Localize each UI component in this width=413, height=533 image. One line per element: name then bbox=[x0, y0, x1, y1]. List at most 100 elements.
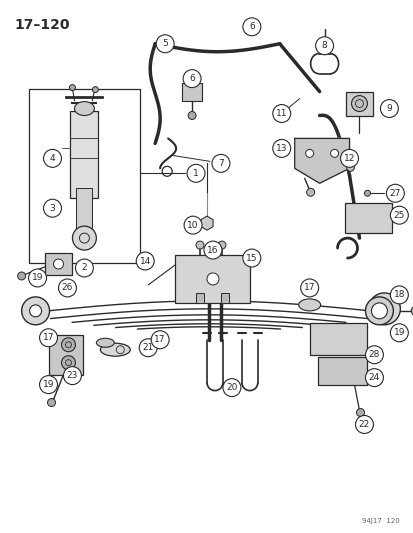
Circle shape bbox=[300, 279, 318, 297]
Circle shape bbox=[272, 140, 290, 157]
Bar bbox=[70, 110, 98, 198]
Circle shape bbox=[211, 155, 229, 172]
Text: 11: 11 bbox=[275, 109, 287, 118]
Bar bbox=[182, 83, 202, 101]
Circle shape bbox=[187, 164, 204, 182]
Ellipse shape bbox=[74, 102, 94, 116]
Polygon shape bbox=[294, 139, 349, 183]
Text: 6: 6 bbox=[248, 22, 254, 31]
Circle shape bbox=[356, 408, 363, 416]
Text: 21: 21 bbox=[142, 343, 154, 352]
Circle shape bbox=[330, 149, 338, 157]
Text: 19: 19 bbox=[43, 380, 54, 389]
Bar bbox=[344, 203, 392, 233]
Circle shape bbox=[242, 18, 260, 36]
Circle shape bbox=[53, 259, 63, 269]
Text: 27: 27 bbox=[389, 189, 400, 198]
Text: 24: 24 bbox=[368, 373, 379, 382]
Bar bbox=[309, 323, 367, 354]
Circle shape bbox=[69, 85, 75, 91]
Text: 22: 22 bbox=[358, 420, 369, 429]
Text: 94J17  120: 94J17 120 bbox=[361, 518, 399, 524]
Text: 6: 6 bbox=[189, 74, 195, 83]
Circle shape bbox=[380, 100, 397, 117]
Text: 16: 16 bbox=[207, 246, 218, 255]
Text: 9: 9 bbox=[386, 104, 391, 113]
Bar bbox=[28, 88, 140, 263]
Text: 19: 19 bbox=[393, 328, 404, 337]
Circle shape bbox=[204, 241, 221, 259]
Text: 12: 12 bbox=[343, 154, 354, 163]
Circle shape bbox=[40, 376, 57, 393]
Ellipse shape bbox=[100, 343, 130, 356]
Text: 23: 23 bbox=[66, 371, 78, 380]
Circle shape bbox=[151, 331, 169, 349]
Bar bbox=[48, 335, 83, 375]
Bar bbox=[221, 293, 228, 303]
Circle shape bbox=[389, 324, 407, 342]
Text: 18: 18 bbox=[393, 290, 404, 300]
Circle shape bbox=[29, 305, 41, 317]
Text: 3: 3 bbox=[50, 204, 55, 213]
Circle shape bbox=[223, 378, 240, 397]
Circle shape bbox=[389, 286, 407, 304]
Text: 7: 7 bbox=[218, 159, 223, 168]
Circle shape bbox=[355, 416, 373, 433]
Text: 20: 20 bbox=[225, 383, 237, 392]
Bar bbox=[175, 255, 249, 303]
Circle shape bbox=[206, 273, 218, 285]
Circle shape bbox=[377, 302, 390, 316]
Ellipse shape bbox=[96, 338, 114, 347]
Text: 4: 4 bbox=[50, 154, 55, 163]
Circle shape bbox=[365, 346, 382, 364]
Circle shape bbox=[92, 86, 98, 93]
Circle shape bbox=[58, 279, 76, 297]
Circle shape bbox=[370, 303, 387, 319]
Circle shape bbox=[139, 339, 157, 357]
Circle shape bbox=[340, 149, 358, 167]
Circle shape bbox=[21, 297, 50, 325]
Text: 13: 13 bbox=[275, 144, 287, 153]
Circle shape bbox=[75, 259, 93, 277]
Text: 26: 26 bbox=[62, 284, 73, 293]
Bar bbox=[196, 293, 204, 303]
Circle shape bbox=[62, 338, 75, 352]
Text: 19: 19 bbox=[32, 273, 43, 282]
Text: 17: 17 bbox=[154, 335, 166, 344]
Circle shape bbox=[18, 272, 26, 280]
Text: 1: 1 bbox=[193, 169, 198, 178]
Circle shape bbox=[368, 293, 399, 325]
Circle shape bbox=[306, 188, 314, 196]
Text: 17: 17 bbox=[43, 333, 54, 342]
Circle shape bbox=[196, 241, 204, 249]
Ellipse shape bbox=[298, 299, 320, 311]
Bar bbox=[345, 92, 373, 116]
Text: 15: 15 bbox=[245, 254, 257, 263]
Circle shape bbox=[346, 163, 354, 171]
Circle shape bbox=[365, 369, 382, 386]
Text: 17: 17 bbox=[303, 284, 315, 293]
Text: 5: 5 bbox=[162, 39, 168, 49]
Circle shape bbox=[217, 241, 225, 249]
Circle shape bbox=[28, 269, 46, 287]
Circle shape bbox=[242, 249, 260, 267]
Text: 8: 8 bbox=[321, 41, 327, 50]
Circle shape bbox=[272, 104, 290, 123]
Text: 17–120: 17–120 bbox=[14, 18, 70, 32]
Text: 25: 25 bbox=[393, 211, 404, 220]
Circle shape bbox=[183, 70, 201, 87]
Circle shape bbox=[136, 252, 154, 270]
Circle shape bbox=[40, 329, 57, 347]
Circle shape bbox=[62, 356, 75, 370]
Circle shape bbox=[72, 226, 96, 250]
Bar bbox=[317, 357, 367, 385]
Circle shape bbox=[184, 216, 202, 234]
Circle shape bbox=[63, 367, 81, 385]
Text: 2: 2 bbox=[81, 263, 87, 272]
Circle shape bbox=[315, 37, 333, 55]
Circle shape bbox=[43, 149, 62, 167]
Circle shape bbox=[363, 190, 370, 196]
Text: 28: 28 bbox=[368, 350, 379, 359]
Circle shape bbox=[47, 399, 55, 407]
Polygon shape bbox=[200, 216, 213, 230]
